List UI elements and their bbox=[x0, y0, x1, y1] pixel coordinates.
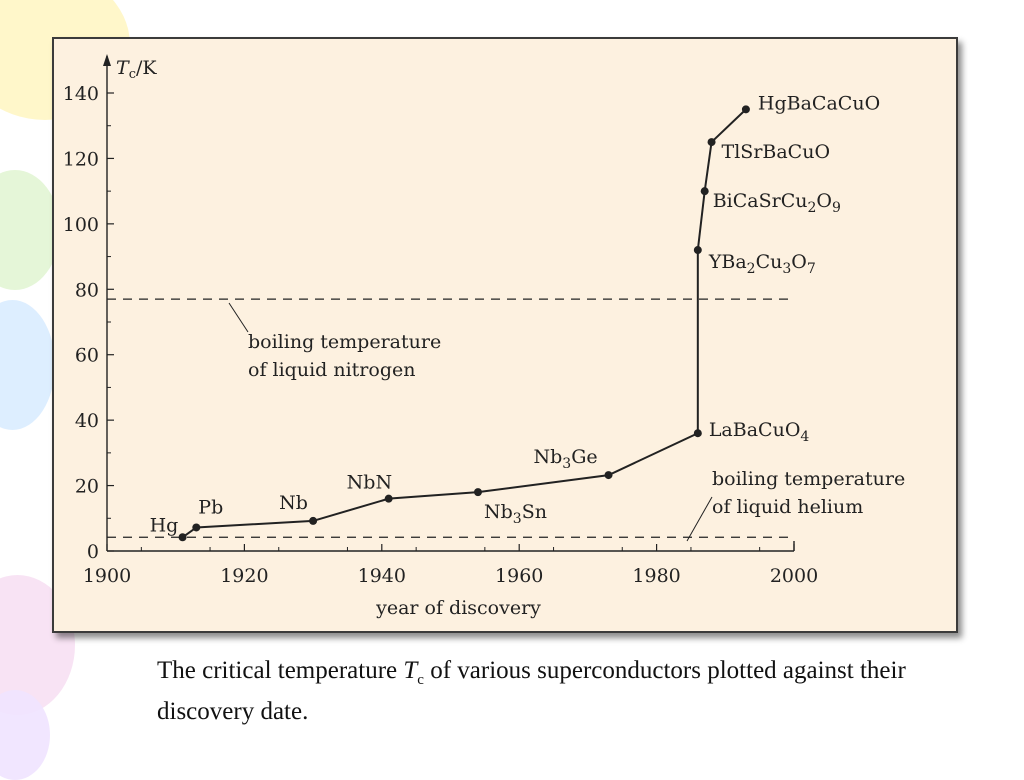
x-tick-label: 1960 bbox=[495, 565, 543, 587]
caption-text-end: of various superconductors plotted again… bbox=[157, 657, 906, 725]
y-tick-label: 0 bbox=[87, 541, 99, 563]
x-tick-label: 1940 bbox=[358, 565, 406, 587]
reference-label: of liquid helium bbox=[712, 496, 863, 518]
x-tick-label: 1980 bbox=[632, 565, 680, 587]
reference-lines: boiling temperature of liquid nitrogen boi… bbox=[107, 298, 905, 542]
axes: 1900 1920 1940 1960 1980 2000 0 20 40 60 80 100 120 1… bbox=[63, 54, 818, 619]
y-tick-label: 140 bbox=[63, 83, 99, 105]
point-label: BiCaSrCu2O9 bbox=[713, 190, 841, 216]
reference-leader-line bbox=[686, 496, 713, 542]
caption-symbol-subscript: c bbox=[417, 672, 424, 688]
point-label: NbN bbox=[347, 472, 392, 494]
reference-leader-line bbox=[228, 302, 249, 333]
point-label: Pb bbox=[198, 496, 223, 518]
x-axis-label: year of discovery bbox=[375, 597, 541, 619]
data-point bbox=[707, 138, 716, 147]
figure-caption: The critical temperature Tc of various s… bbox=[157, 655, 917, 728]
point-label: Nb3Sn bbox=[484, 501, 547, 527]
caption-symbol: T bbox=[403, 657, 418, 684]
data-point bbox=[192, 523, 201, 532]
x-tick-label: 1900 bbox=[83, 565, 131, 587]
reference-label: boiling temperature bbox=[248, 331, 441, 353]
y-axis-label: Tc/K bbox=[116, 57, 157, 82]
y-tick-label: 120 bbox=[63, 148, 99, 170]
data-point bbox=[741, 105, 750, 114]
y-tick-label: 40 bbox=[75, 410, 99, 432]
y-tick-label: 100 bbox=[63, 214, 99, 236]
data-point bbox=[473, 488, 482, 497]
data-point bbox=[693, 429, 702, 438]
point-label: TlSrBaCuO bbox=[722, 141, 831, 163]
y-tick-label: 80 bbox=[75, 279, 99, 301]
data-point bbox=[700, 187, 709, 196]
reference-label: of liquid nitrogen bbox=[248, 359, 415, 381]
point-label: Nb bbox=[279, 492, 308, 514]
data-point bbox=[178, 533, 187, 542]
tc-series bbox=[178, 105, 750, 542]
data-point bbox=[693, 246, 702, 255]
data-point bbox=[309, 516, 318, 525]
y-tick-label: 60 bbox=[75, 345, 99, 367]
data-point bbox=[604, 471, 613, 480]
reference-label: boiling temperature bbox=[712, 468, 905, 490]
y-axis-arrowhead bbox=[103, 54, 111, 66]
data-point bbox=[384, 494, 393, 503]
x-tick-label: 1920 bbox=[220, 565, 268, 587]
y-tick-label: 20 bbox=[75, 476, 99, 498]
point-label: YBa2Cu3O7 bbox=[708, 251, 816, 277]
caption-text-start: The critical temperature bbox=[157, 657, 404, 684]
point-label: HgBaCaCuO bbox=[758, 92, 880, 114]
tc-line bbox=[181, 108, 747, 539]
point-labels: Hg Pb Nb NbN Nb3Sn Nb3Ge LaBaCuO4 YBa2Cu3O7 BiCa… bbox=[150, 92, 881, 536]
point-label: Hg bbox=[150, 514, 179, 536]
point-label: Nb3Ge bbox=[534, 446, 598, 472]
chart-panel bbox=[52, 37, 958, 633]
x-tick-label: 2000 bbox=[770, 565, 818, 587]
point-label: LaBaCuO4 bbox=[709, 419, 810, 445]
